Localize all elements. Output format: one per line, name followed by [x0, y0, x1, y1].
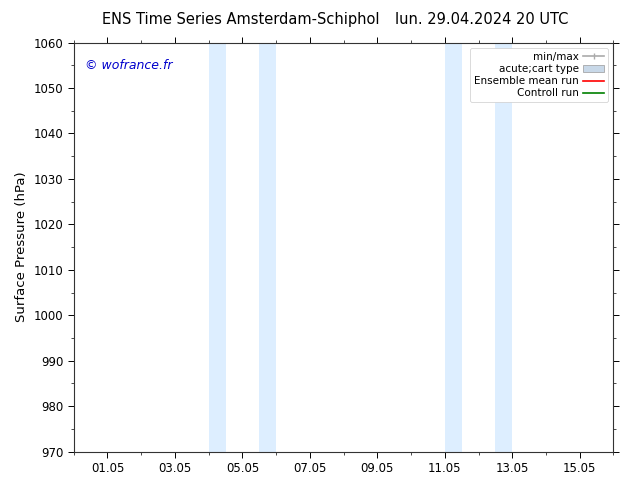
- Text: ENS Time Series Amsterdam-Schiphol: ENS Time Series Amsterdam-Schiphol: [102, 12, 380, 27]
- Bar: [445, 43, 462, 452]
- Text: lun. 29.04.2024 20 UTC: lun. 29.04.2024 20 UTC: [395, 12, 569, 27]
- Bar: [209, 43, 226, 452]
- Bar: [495, 43, 512, 452]
- Text: © wofrance.fr: © wofrance.fr: [84, 59, 172, 72]
- Y-axis label: Surface Pressure (hPa): Surface Pressure (hPa): [15, 172, 28, 322]
- Bar: [259, 43, 276, 452]
- Legend: min/max, acute;cart type, Ensemble mean run, Controll run: min/max, acute;cart type, Ensemble mean …: [470, 48, 608, 102]
